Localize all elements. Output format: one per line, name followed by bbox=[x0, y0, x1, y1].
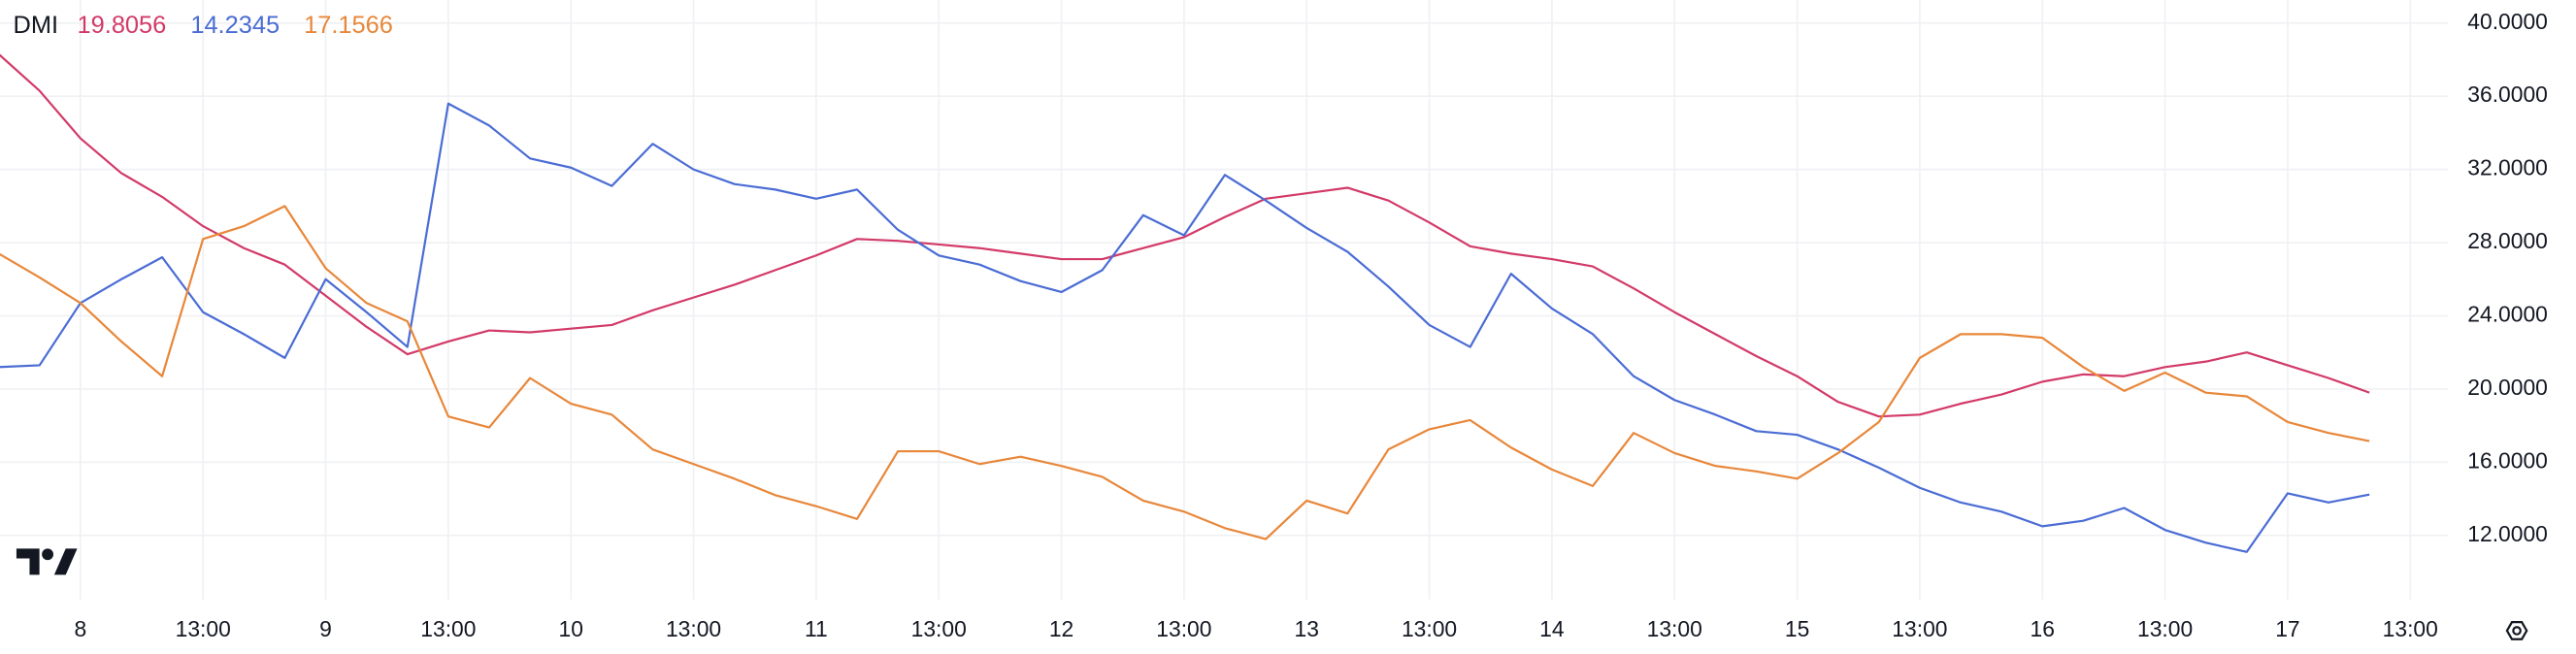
x-tick-label: 13:00 bbox=[2383, 616, 2438, 641]
y-tick-label: 16.0000 bbox=[2467, 447, 2548, 473]
y-tick-label: 24.0000 bbox=[2467, 302, 2548, 327]
y-tick-label: 40.0000 bbox=[2467, 9, 2548, 34]
x-tick-label: 16 bbox=[2031, 616, 2055, 641]
x-tick-label: 13:00 bbox=[911, 616, 967, 641]
x-tick-label: 13:00 bbox=[666, 616, 721, 641]
x-tick-label: 13 bbox=[1295, 616, 1319, 641]
x-tick-label: 13:00 bbox=[1892, 616, 1947, 641]
series-line bbox=[0, 205, 2370, 540]
x-tick-label: 9 bbox=[319, 616, 332, 641]
x-tick-label: 13:00 bbox=[1402, 616, 1457, 641]
legend-title: DMI bbox=[14, 12, 59, 39]
x-tick-label: 13:00 bbox=[420, 616, 476, 641]
x-tick-label: 15 bbox=[1785, 616, 1809, 641]
y-tick-label: 28.0000 bbox=[2467, 228, 2548, 253]
settings-icon[interactable] bbox=[2505, 621, 2528, 640]
x-tick-label: 13:00 bbox=[2137, 616, 2193, 641]
y-tick-label: 12.0000 bbox=[2467, 521, 2548, 546]
grid bbox=[0, 0, 2448, 600]
series-line bbox=[0, 53, 2370, 418]
tradingview-logo bbox=[16, 548, 78, 575]
lines bbox=[0, 53, 2370, 553]
x-tick-label: 10 bbox=[559, 616, 583, 641]
x-tick-label: 13:00 bbox=[1647, 616, 1702, 641]
x-tick-label: 13:00 bbox=[176, 616, 231, 641]
y-tick-label: 32.0000 bbox=[2467, 155, 2548, 180]
legend-value: 19.8056 bbox=[78, 12, 167, 39]
x-tick-label: 8 bbox=[75, 616, 87, 641]
x-tick-label: 13:00 bbox=[1156, 616, 1211, 641]
y-tick-label: 20.0000 bbox=[2467, 375, 2548, 400]
y-tick-label: 36.0000 bbox=[2467, 82, 2548, 107]
x-tick-label: 14 bbox=[1539, 616, 1565, 641]
x-tick-label: 17 bbox=[2275, 616, 2299, 641]
x-tick-label: 11 bbox=[805, 616, 828, 641]
x-tick-label: 12 bbox=[1049, 616, 1073, 641]
legend-value: 14.2345 bbox=[190, 12, 280, 39]
legend-value: 17.1566 bbox=[304, 12, 393, 39]
series-line bbox=[0, 102, 2370, 553]
labels: 12.0000 16.0000 20.0000 24.0000 28.0000 32.00… bbox=[75, 9, 2548, 641]
